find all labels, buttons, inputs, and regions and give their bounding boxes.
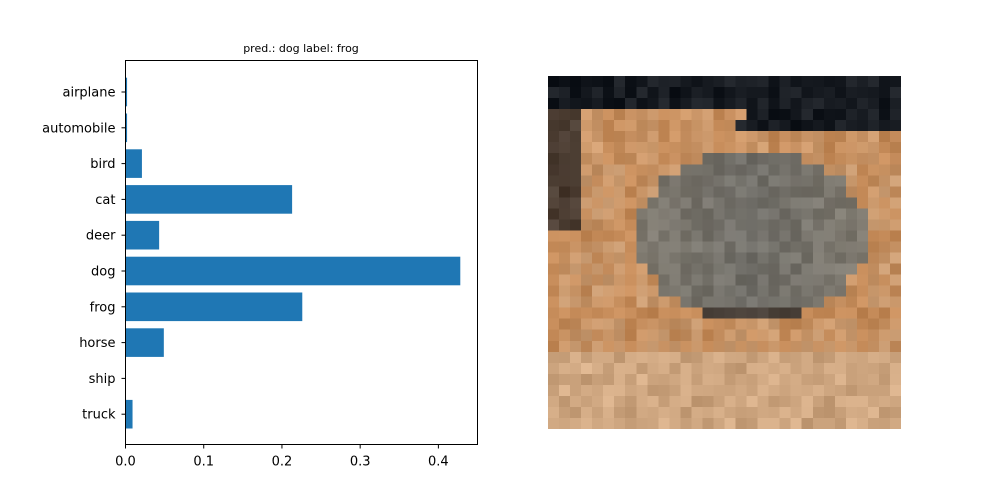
bar-deer: [126, 221, 160, 250]
bar-bird: [126, 149, 142, 178]
bars-layer: [126, 78, 461, 429]
bar-cat: [126, 185, 293, 214]
y-tick-label-frog: frog: [90, 300, 116, 315]
y-tick-label-airplane: airplane: [63, 86, 116, 101]
y-tick-label-cat: cat: [95, 193, 115, 208]
y-tick-label-dog: dog: [91, 265, 115, 280]
y-tick-label-truck: truck: [82, 408, 116, 423]
frog-image-icon: [548, 76, 901, 429]
bar-dog: [126, 257, 461, 286]
x-tick-label: 0.2: [272, 455, 293, 470]
bar-horse: [126, 328, 164, 357]
y-tick-label-automobile: automobile: [42, 121, 115, 136]
bar-frog: [126, 293, 303, 322]
y-tick-label-ship: ship: [89, 372, 116, 387]
x-tick-label: 0.0: [115, 455, 136, 470]
axes-frame: [126, 61, 478, 445]
x-ticks: 0.0 0.1 0.2 0.3 0.4: [115, 445, 449, 470]
y-ticks: airplane automobile bird cat deer dog frog hors…: [42, 86, 125, 423]
x-tick-label: 0.3: [350, 455, 371, 470]
x-tick-label: 0.4: [428, 455, 449, 470]
chart-title: pred.: dog label: frog: [243, 42, 359, 55]
y-tick-label-deer: deer: [86, 229, 116, 244]
y-tick-label-horse: horse: [79, 336, 115, 351]
x-tick-label: 0.1: [193, 455, 214, 470]
y-tick-label-bird: bird: [90, 157, 115, 172]
bar-truck: [126, 400, 133, 429]
pixel-image-panel: [548, 76, 901, 429]
